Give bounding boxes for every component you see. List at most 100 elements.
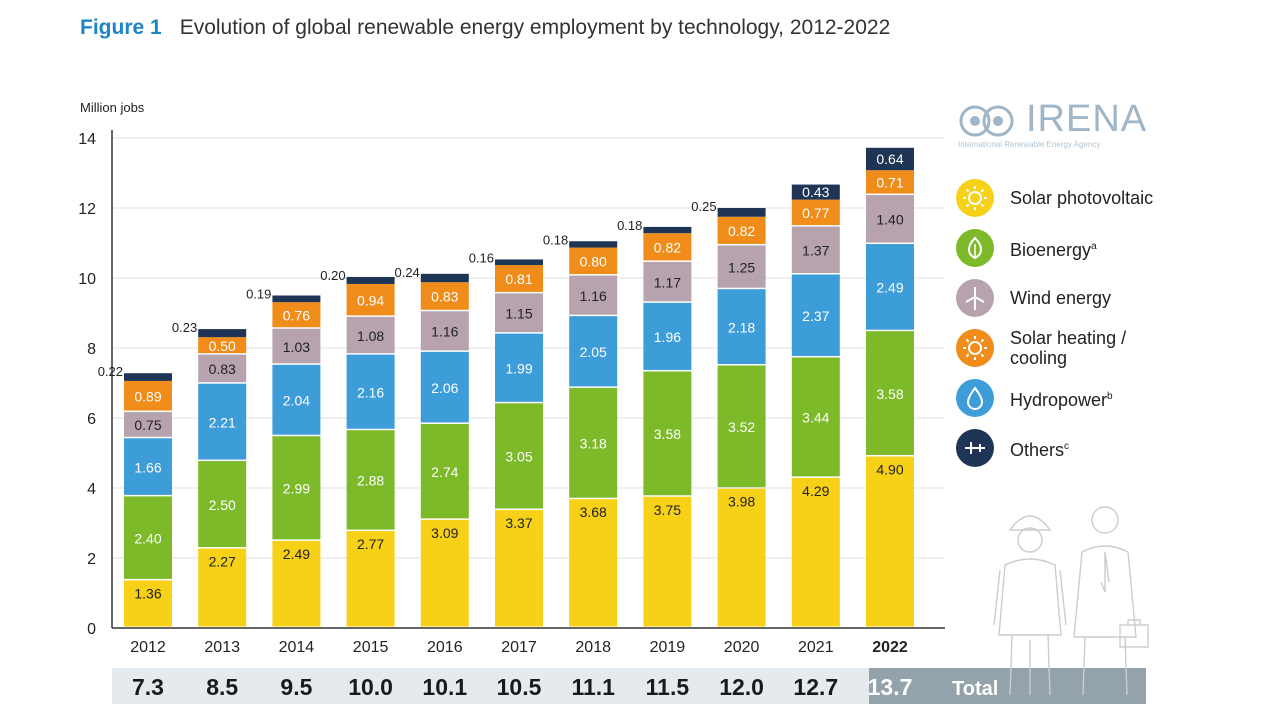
- bar-segment-solar_pv: [420, 519, 469, 627]
- bar-segment-hydropower: [346, 354, 395, 429]
- bar-segment-wind: [124, 412, 172, 437]
- bar-segment-others: [198, 329, 247, 338]
- bar-segment-solar_pv: [124, 580, 172, 627]
- workers-illustration: [993, 506, 1149, 696]
- x-tick-label: 2021: [798, 639, 834, 656]
- x-tick-label: 2014: [279, 639, 315, 656]
- bar-segment-bioenergy: [198, 461, 247, 548]
- total-value: 11.1: [571, 674, 615, 700]
- data-label-solar_pv: 3.75: [654, 502, 681, 518]
- data-label-bioenergy: 2.74: [431, 464, 458, 480]
- bar-segment-wind: [198, 354, 247, 383]
- data-label-solar_pv: 4.29: [802, 483, 829, 499]
- total-value: 13.7: [868, 674, 913, 700]
- data-label-solar_heating: 0.81: [505, 271, 532, 287]
- y-tick-label: 4: [87, 481, 96, 498]
- data-label-solar_heating: 0.82: [654, 240, 681, 256]
- x-tick-label: 2012: [130, 639, 166, 656]
- y-tick-label: 2: [87, 551, 96, 568]
- bar-segment-hydropower: [643, 302, 692, 370]
- bar-segment-bioenergy: [569, 387, 618, 498]
- bar-segment-wind: [643, 261, 692, 302]
- x-tick-label: 2017: [501, 639, 537, 656]
- bar-segment-others: [717, 208, 766, 217]
- data-label-solar_heating: 0.89: [134, 388, 161, 404]
- water-drop-icon: [956, 379, 994, 417]
- bar-segment-wind: [717, 245, 766, 288]
- data-label-solar_pv: 4.90: [876, 462, 903, 478]
- bar-segment-solar_pv: [791, 477, 840, 627]
- y-tick-label: 6: [87, 411, 96, 428]
- data-label-bioenergy: 3.18: [580, 436, 607, 452]
- total-value: 10.5: [497, 674, 542, 700]
- data-label-solar_pv: 2.77: [357, 536, 384, 552]
- y-tick-label: 0: [87, 621, 96, 638]
- total-value: 10.0: [348, 674, 393, 700]
- bar-segment-solar_pv: [272, 540, 321, 627]
- wind-turbine-icon: [956, 279, 994, 317]
- data-label-hydropower: 2.06: [431, 380, 458, 396]
- bar-segment-hydropower: [791, 274, 840, 356]
- data-label-bioenergy: 2.99: [283, 481, 310, 497]
- bar-segment-bioenergy: [866, 331, 914, 455]
- data-label-solar_heating: 0.80: [580, 254, 607, 270]
- data-label-others: 0.19: [246, 287, 271, 302]
- bar-segment-hydropower: [124, 438, 172, 495]
- y-tick-label: 14: [78, 131, 96, 148]
- data-label-bioenergy: 2.88: [357, 473, 384, 489]
- data-label-wind: 1.03: [283, 339, 310, 355]
- legend-label: Hydropowerb: [1010, 387, 1170, 410]
- bar-segment-hydropower: [272, 364, 321, 435]
- legend-label-text: Solar photovoltaic: [1010, 188, 1154, 208]
- bar-segment-bioenergy: [495, 403, 543, 509]
- data-label-hydropower: 1.96: [654, 329, 681, 345]
- irena-logo: IRENA International Renewable Energy Age…: [958, 100, 1153, 149]
- x-tick-label: 2022: [872, 639, 908, 656]
- data-label-solar_pv: 3.98: [728, 494, 755, 510]
- bar-segment-bioenergy: [272, 436, 321, 540]
- x-tick-label: 2020: [724, 639, 760, 656]
- bar-segment-others: [346, 276, 395, 284]
- data-label-wind: 0.75: [134, 417, 161, 433]
- bar-segment-solar_pv: [866, 456, 914, 627]
- data-label-hydropower: 1.66: [134, 459, 161, 475]
- data-label-hydropower: 2.49: [876, 280, 903, 296]
- bar-segment-solar_heating: [346, 283, 395, 316]
- bar-segment-solar_pv: [346, 531, 395, 627]
- legend-label: Solar photovoltaic: [1010, 188, 1170, 208]
- data-label-bioenergy: 3.05: [505, 449, 532, 465]
- data-label-solar_heating: 0.71: [876, 175, 903, 191]
- data-label-bioenergy: 3.58: [654, 426, 681, 442]
- y-axis-label: Million jobs: [80, 100, 145, 115]
- bar-segment-others: [866, 147, 914, 171]
- legend-item-solar_pv: Solar photovoltaic: [956, 176, 1170, 220]
- bar-segment-bioenergy: [420, 423, 469, 519]
- legend-label: Bioenergya: [1010, 237, 1170, 260]
- bar-segment-solar_pv: [198, 548, 247, 627]
- y-tick-label: 8: [87, 341, 96, 358]
- data-label-solar_heating: 0.77: [802, 205, 829, 221]
- data-label-hydropower: 2.05: [580, 344, 607, 360]
- bar-segment-wind: [495, 293, 543, 333]
- bar-segment-others: [791, 184, 840, 200]
- bar-segment-wind: [420, 311, 469, 351]
- bar-segment-bioenergy: [643, 371, 692, 496]
- legend-label-text: Hydropower: [1010, 389, 1108, 410]
- x-tick-label: 2019: [650, 639, 686, 656]
- bar-segment-bioenergy: [717, 365, 766, 488]
- bar-segment-wind: [346, 316, 395, 354]
- data-label-others: 0.64: [876, 151, 903, 167]
- data-label-bioenergy: 3.44: [802, 410, 829, 426]
- legend-item-bioenergy: Bioenergya: [956, 226, 1170, 270]
- bar-segment-solar_heating: [866, 170, 914, 194]
- legend-label: Solar heating / cooling: [1010, 328, 1170, 368]
- total-value: 8.5: [206, 674, 238, 700]
- bar-segment-bioenergy: [346, 430, 395, 530]
- legend-label-text: Wind energy: [1010, 288, 1112, 308]
- totals-band: [112, 668, 869, 704]
- data-label-wind: 1.15: [505, 306, 532, 322]
- bar-segment-solar_pv: [495, 510, 543, 627]
- bar-segment-solar_heating: [717, 216, 766, 244]
- data-label-solar_pv: 2.27: [209, 554, 236, 570]
